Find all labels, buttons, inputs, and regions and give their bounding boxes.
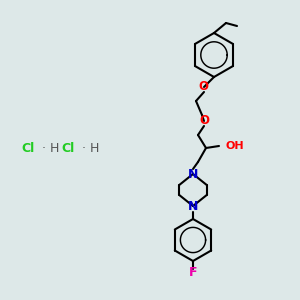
Text: O: O: [198, 80, 208, 94]
Text: · H: · H: [78, 142, 99, 154]
Text: Cl: Cl: [21, 142, 34, 154]
Text: OH: OH: [225, 141, 244, 151]
Text: · H: · H: [38, 142, 59, 154]
Text: N: N: [188, 167, 198, 181]
Text: Cl: Cl: [61, 142, 75, 154]
Text: N: N: [188, 200, 198, 212]
Text: F: F: [189, 266, 197, 278]
Text: O: O: [199, 115, 209, 128]
